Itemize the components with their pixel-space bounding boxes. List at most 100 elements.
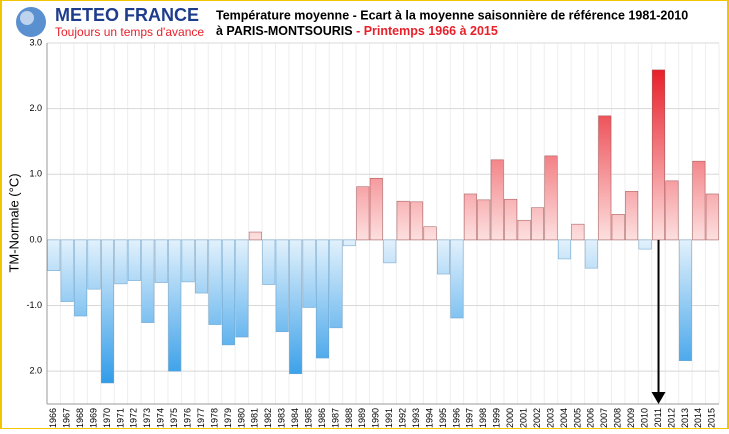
- bar: [611, 214, 625, 241]
- y-axis-label: TM-Normale (°C): [6, 173, 21, 272]
- y-tick-label: 3.0: [29, 37, 42, 47]
- x-tick-label: 1981: [250, 408, 260, 428]
- bar: [329, 239, 343, 329]
- bar: [557, 239, 571, 260]
- x-tick-label: 2014: [693, 408, 703, 428]
- x-tick-label: 2000: [505, 408, 515, 428]
- bar: [517, 219, 531, 241]
- x-tick-label: 1967: [62, 408, 72, 428]
- bar: [289, 239, 303, 375]
- x-tick-label: 1995: [438, 408, 448, 428]
- bar: [490, 159, 504, 241]
- bar: [477, 199, 491, 241]
- x-tick-label: 1966: [48, 408, 58, 428]
- x-tick-label: 1987: [330, 408, 340, 428]
- bar: [60, 239, 74, 302]
- bar: [195, 239, 209, 294]
- bar: [598, 115, 612, 241]
- x-tick-label: 2009: [626, 408, 636, 428]
- bar: [316, 239, 329, 359]
- period: - Printemps 1966 à 2015: [353, 24, 498, 38]
- bar: [74, 239, 88, 317]
- x-tick-label: 1975: [169, 408, 179, 428]
- x-tick-label: 1993: [411, 408, 421, 428]
- bar: [463, 193, 477, 241]
- location: à PARIS-MONTSOURIS: [216, 24, 353, 38]
- bar: [450, 239, 464, 319]
- x-tick-label: 1992: [398, 408, 408, 428]
- chart-title: Température moyenne - Ecart à la moyenne…: [216, 8, 688, 22]
- brand: METEO FRANCE: [55, 5, 199, 25]
- bar: [356, 186, 370, 241]
- x-tick-label: 1972: [129, 408, 139, 428]
- bar: [342, 239, 356, 247]
- x-tick-label: 2004: [559, 408, 569, 428]
- x-tick-label: 2001: [518, 408, 528, 428]
- arrow-head: [651, 392, 666, 404]
- x-tick-label: 1988: [344, 408, 354, 428]
- x-tick-label: 1979: [223, 408, 233, 428]
- x-tick-label: 1968: [75, 408, 85, 428]
- x-tick-label: 1970: [102, 408, 112, 428]
- bar: [369, 177, 383, 241]
- x-tick-label: 1976: [182, 408, 192, 428]
- x-tick-label: 2008: [613, 408, 623, 428]
- x-tick-label: 2002: [532, 408, 542, 428]
- x-tick-label: 1974: [156, 408, 166, 428]
- bar: [705, 193, 719, 241]
- bar: [235, 239, 249, 338]
- bar: [665, 180, 679, 241]
- bar: [410, 201, 424, 241]
- x-tick-label: 1977: [196, 408, 206, 428]
- x-tick-label: 1980: [236, 408, 246, 428]
- x-tick-label: 1997: [465, 408, 475, 428]
- bar: [168, 239, 182, 372]
- tagline: Toujours un temps d'avance: [55, 25, 204, 39]
- bar: [504, 198, 518, 241]
- x-tick-label: 2005: [572, 408, 582, 428]
- bar: [423, 226, 437, 241]
- bar: [208, 239, 222, 325]
- bar: [248, 231, 262, 241]
- bar: [87, 239, 101, 290]
- x-tick-label: 1973: [142, 408, 152, 428]
- x-tick-label: 1989: [357, 408, 367, 428]
- bar: [221, 239, 235, 346]
- y-tick-label: 2.0: [29, 366, 42, 376]
- bar: [531, 207, 545, 241]
- bar: [114, 239, 128, 285]
- bar: [584, 239, 598, 269]
- bar: [47, 239, 61, 272]
- bar: [571, 223, 585, 241]
- x-tick-label: 2011: [653, 408, 663, 427]
- bar: [437, 239, 450, 275]
- x-tick-label: 1982: [263, 408, 273, 428]
- bar: [692, 160, 706, 241]
- x-tick-label: 1971: [115, 408, 125, 428]
- chart-subtitle: à PARIS-MONTSOURIS - Printemps 1966 à 20…: [216, 24, 498, 38]
- x-tick-label: 2003: [545, 408, 555, 428]
- bar: [154, 239, 168, 283]
- x-tick-label: 1991: [384, 408, 394, 428]
- x-tick-label: 2012: [666, 408, 676, 428]
- x-tick-label: 1978: [209, 408, 219, 428]
- x-tick-label: 2013: [680, 408, 690, 428]
- bar: [275, 239, 289, 333]
- x-tick-label: 1990: [371, 408, 381, 428]
- y-tick-label: 2.0: [29, 103, 42, 113]
- y-tick-label: -1.0: [26, 300, 42, 310]
- x-tick-label: 2006: [586, 408, 596, 428]
- x-tick-label: 1999: [492, 408, 502, 428]
- x-tick-label: 1984: [290, 408, 300, 428]
- bar: [396, 200, 410, 241]
- bar: [625, 191, 639, 241]
- bar: [678, 239, 692, 361]
- bar: [262, 239, 276, 285]
- x-tick-label: 1985: [303, 408, 313, 428]
- x-tick-label: 2015: [707, 408, 717, 428]
- bar: [638, 239, 652, 250]
- x-tick-label: 1998: [478, 408, 488, 428]
- bar: [383, 239, 397, 264]
- x-tick-label: 1996: [451, 408, 461, 428]
